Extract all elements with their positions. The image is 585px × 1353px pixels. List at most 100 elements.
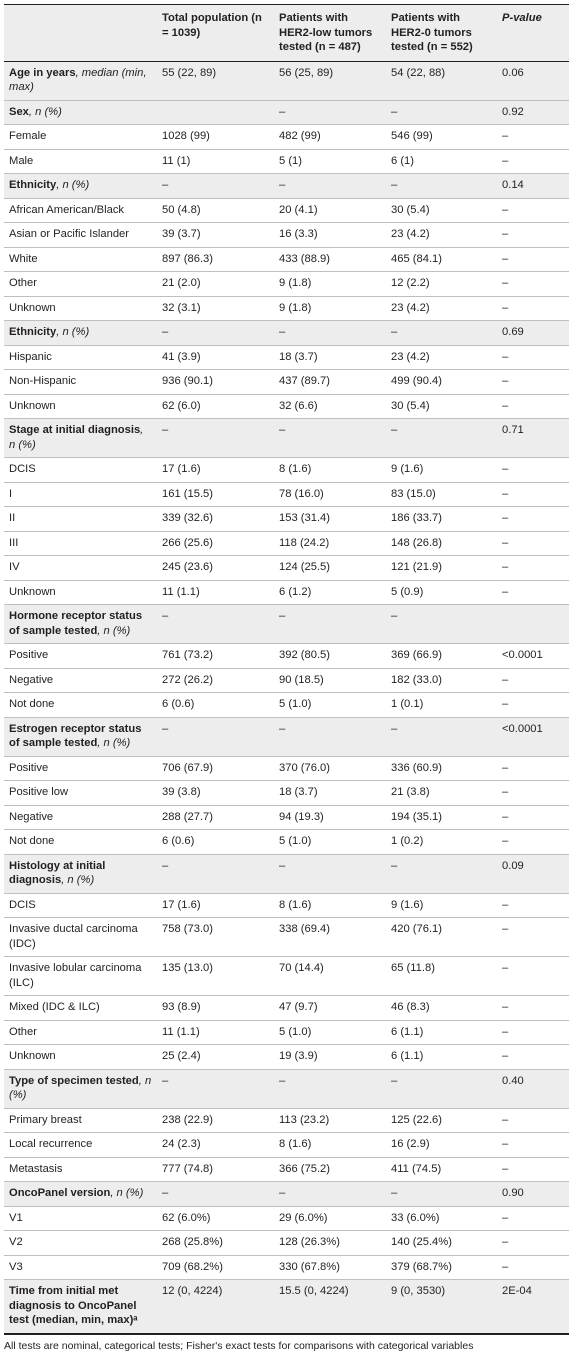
table-row: White 897 (86.3) 433 (88.9) 465 (84.1) – — [4, 247, 569, 272]
her2-zero-value-cell: 369 (66.9) — [386, 643, 497, 669]
row-label: Invasive lobular carcinoma (ILC) — [4, 956, 157, 996]
row-label: II — [4, 506, 157, 532]
row-label-unit: , n (%) — [28, 105, 62, 118]
row-label: Ethnicity, n (%) — [4, 320, 157, 346]
p-value-cell: – — [497, 995, 569, 1021]
table-row: Metastasis 777 (74.8) 366 (75.2) 411 (74.5)… — [4, 1157, 569, 1182]
total-value-cell: 62 (6.0%) — [157, 1206, 274, 1231]
p-value-cell: – — [497, 780, 569, 806]
her2-zero-value-cell: 46 (8.3) — [386, 995, 497, 1021]
row-label: Asian or Pacific Islander — [4, 222, 157, 248]
p-value-cell: – — [497, 756, 569, 781]
total-value-cell: 25 (2.4) — [157, 1044, 274, 1070]
row-label: V1 — [4, 1206, 157, 1231]
p-value-cell: 0.14 — [497, 173, 569, 199]
p-value-cell: – — [497, 124, 569, 150]
table-row: Positive low 39 (3.8) 18 (3.7) 21 (3.8) – — [4, 780, 569, 806]
p-value-cell: – — [497, 1044, 569, 1070]
table-footnote: All tests are nominal, categorical tests… — [4, 1339, 474, 1352]
row-label-text: OncoPanel version — [9, 1187, 111, 1199]
her2-low-value-cell: – — [274, 717, 386, 757]
total-value-cell: – — [157, 1181, 274, 1207]
p-value-cell: 0.06 — [497, 61, 569, 101]
her2-zero-value-cell: 140 (25.4%) — [386, 1230, 497, 1256]
table-header: Total population (n = 1039) Patients wit… — [4, 4, 569, 62]
her2-low-value-cell: 433 (88.9) — [274, 247, 386, 272]
her2-low-value-cell: 330 (67.8%) — [274, 1255, 386, 1280]
category-row: Histology at initial diagnosis, n (%) – – –… — [4, 854, 569, 894]
row-label-text: Mixed (IDC & ILC) — [9, 1001, 100, 1013]
table-container: Total population (n = 1039) Patients wit… — [4, 4, 569, 1353]
her2-zero-value-cell: 23 (4.2) — [386, 222, 497, 248]
p-value-cell: – — [497, 956, 569, 996]
her2-low-value-cell: 16 (3.3) — [274, 222, 386, 248]
table-row: African American/Black 50 (4.8) 20 (4.1) 30… — [4, 198, 569, 223]
her2-zero-value-cell: 21 (3.8) — [386, 780, 497, 806]
row-label-text: V2 — [9, 1236, 23, 1248]
total-value-cell: 339 (32.6) — [157, 506, 274, 532]
row-label-text: Male — [9, 154, 34, 167]
row-label: Sex, n (%) — [4, 100, 157, 125]
total-value-cell: 6 (0.6) — [157, 692, 274, 718]
table-row: Male 11 (1) 5 (1) 6 (1) – — [4, 149, 569, 174]
p-value-cell: – — [497, 149, 569, 174]
row-label-text: Negative — [9, 673, 54, 686]
row-label-text: Primary breast — [9, 1113, 82, 1126]
table-row: Invasive lobular carcinoma (ILC) 135 (13.… — [4, 956, 569, 996]
header-her2-zero: Patients with HER2-0 tumors tested (n = … — [386, 4, 497, 62]
her2-low-value-cell: 5 (1.0) — [274, 692, 386, 718]
her2-low-value-cell: 5 (1) — [274, 149, 386, 174]
p-value-cell: – — [497, 1206, 569, 1231]
row-label: Histology at initial diagnosis, n (%) — [4, 854, 157, 894]
row-label: Primary breast — [4, 1108, 157, 1133]
her2-low-value-cell: 56 (25, 89) — [274, 61, 386, 101]
p-value-cell: – — [497, 296, 569, 321]
category-row: Ethnicity, n (%) – – –0.69 — [4, 320, 569, 346]
p-value-cell: – — [497, 1230, 569, 1256]
her2-low-value-cell: 392 (80.5) — [274, 643, 386, 669]
her2-zero-value-cell: 30 (5.4) — [386, 198, 497, 223]
category-row: Ethnicity, n (%) – – –0.14 — [4, 173, 569, 199]
total-value-cell: – — [157, 320, 274, 346]
her2-zero-value-cell: 182 (33.0) — [386, 668, 497, 693]
total-value-cell — [157, 100, 274, 125]
her2-low-value-cell: – — [274, 320, 386, 346]
table-row: Unknown 32 (3.1) 9 (1.8) 23 (4.2) – — [4, 296, 569, 321]
her2-zero-value-cell: 23 (4.2) — [386, 345, 497, 370]
her2-low-value-cell: 9 (1.8) — [274, 296, 386, 321]
table-row: Other 11 (1.1) 5 (1.0) 6 (1.1) – — [4, 1020, 569, 1045]
row-label-unit: , n (%) — [56, 326, 90, 338]
row-label: Hispanic — [4, 345, 157, 370]
row-label: Positive low — [4, 780, 157, 806]
row-label-text: Non-Hispanic — [9, 375, 77, 387]
p-value-cell: – — [497, 345, 569, 370]
category-row: OncoPanel version, n (%) – – –0.90 — [4, 1181, 569, 1207]
total-value-cell: 39 (3.7) — [157, 222, 274, 248]
total-value-cell: 761 (73.2) — [157, 643, 274, 669]
row-label: Not done — [4, 692, 157, 718]
row-label-unit: , n (%) — [97, 737, 131, 749]
her2-zero-value-cell: 125 (22.6) — [386, 1108, 497, 1133]
table-row: Unknown 11 (1.1) 6 (1.2) 5 (0.9) – — [4, 580, 569, 605]
table-row: V2 268 (25.8%) 128 (26.3%) 140 (25.4%) – — [4, 1230, 569, 1256]
row-label: V3 — [4, 1255, 157, 1280]
p-value-cell: – — [497, 829, 569, 855]
her2-zero-value-cell: – — [386, 173, 497, 199]
her2-low-value-cell: 370 (76.0) — [274, 756, 386, 781]
row-label-text: Not done — [9, 835, 55, 847]
total-value-cell: 897 (86.3) — [157, 247, 274, 272]
her2-low-value-cell: 15.5 (0, 4224) — [274, 1279, 386, 1335]
table-row: Not done 6 (0.6) 5 (1.0) 1 (0.2) – — [4, 829, 569, 855]
p-value-cell: – — [497, 692, 569, 718]
total-value-cell: 55 (22, 89) — [157, 61, 274, 101]
row-label-text: Local recurrence — [9, 1138, 93, 1150]
total-value-cell: 17 (1.6) — [157, 457, 274, 483]
table-row: I 161 (15.5) 78 (16.0) 83 (15.0) – — [4, 482, 569, 507]
category-row: Hormone receptor status of sample tested… — [4, 604, 569, 644]
row-label: Other — [4, 271, 157, 297]
her2-low-value-cell: 113 (23.2) — [274, 1108, 386, 1133]
total-value-cell: 266 (25.6) — [157, 531, 274, 556]
her2-zero-value-cell: – — [386, 1069, 497, 1109]
her2-zero-value-cell: 379 (68.7%) — [386, 1255, 497, 1280]
table-row: Female 1028 (99) 482 (99) 546 (99) – — [4, 124, 569, 150]
